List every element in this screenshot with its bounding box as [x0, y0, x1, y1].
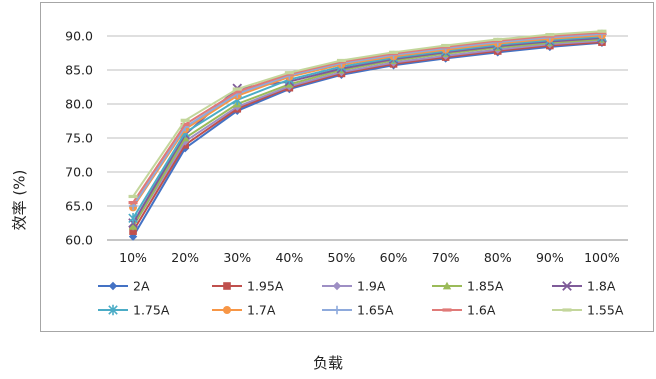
- series-line: [132, 35, 603, 219]
- data-point: [129, 227, 137, 235]
- x-axis-label: 负载: [312, 354, 343, 372]
- series-line: [132, 41, 603, 238]
- data-point: [180, 118, 190, 122]
- legend-marker: [562, 308, 572, 312]
- series-1-55A: [128, 29, 607, 199]
- legend-label: 1.9A: [357, 279, 386, 294]
- legend-item: 1.65A: [322, 303, 394, 318]
- series-line: [132, 41, 603, 232]
- series-line: [132, 32, 603, 207]
- x-tick-label: 10%: [119, 250, 147, 265]
- y-tick-label: 80.0: [65, 97, 93, 112]
- series-line: [132, 39, 603, 227]
- data-point: [232, 90, 242, 94]
- legend-marker: [442, 308, 452, 312]
- legend-label: 1.65A: [357, 303, 394, 318]
- y-axis-label: 效率 (%): [10, 169, 29, 231]
- x-tick-label: 50%: [328, 250, 356, 265]
- legend-item: 1.8A: [552, 279, 616, 294]
- series-line: [132, 30, 603, 198]
- legend-marker: [562, 281, 572, 291]
- legend-label: 2A: [133, 279, 150, 294]
- y-tick-label: 90.0: [65, 29, 93, 44]
- series-line: [132, 31, 603, 204]
- series-line: [132, 34, 603, 208]
- x-tick-label: 90%: [536, 250, 564, 265]
- y-tick-label: 65.0: [65, 199, 93, 214]
- legend-item: 2A: [98, 279, 150, 294]
- legend-label: 1.85A: [467, 279, 504, 294]
- data-point: [128, 201, 138, 205]
- data-point: [389, 50, 399, 54]
- x-tick-label: 100%: [584, 250, 620, 265]
- data-point: [336, 58, 346, 63]
- data-point: [597, 29, 607, 33]
- y-tick-label: 85.0: [65, 63, 93, 78]
- legend-marker: [332, 305, 342, 315]
- chart-area: [40, 2, 654, 332]
- data-point: [441, 43, 451, 48]
- data-point: [545, 33, 555, 37]
- legend-marker: [442, 281, 452, 290]
- data-point: [128, 194, 138, 199]
- data-point: [493, 37, 503, 41]
- legend-label: 1.7A: [247, 303, 276, 318]
- y-tick-label: 60.0: [65, 233, 93, 248]
- legend-label: 1.95A: [247, 279, 284, 294]
- legend-marker: [332, 281, 342, 291]
- legend-marker: [223, 282, 231, 290]
- data-point: [180, 122, 190, 126]
- data-point: [128, 213, 138, 224]
- legend-item: 1.75A: [98, 303, 170, 318]
- data-point: [232, 87, 242, 91]
- x-tick-label: 30%: [223, 250, 251, 265]
- legend-marker: [108, 281, 118, 291]
- data-point: [128, 222, 138, 230]
- legend-marker: [108, 304, 118, 316]
- legend-marker: [223, 306, 231, 314]
- legend-label: 1.75A: [133, 303, 170, 318]
- series-line: [132, 38, 603, 227]
- x-tick-label: 80%: [484, 250, 512, 265]
- x-tick-label: 60%: [380, 250, 408, 265]
- legend-label: 1.55A: [587, 303, 624, 318]
- legend-item: 1.7A: [212, 303, 276, 318]
- legend-item: 1.6A: [432, 303, 496, 318]
- data-point: [284, 71, 294, 75]
- legend-item: 1.55A: [552, 303, 624, 318]
- y-tick-label: 70.0: [65, 165, 93, 180]
- x-tick-label: 20%: [171, 250, 199, 265]
- legend-item: 1.85A: [432, 279, 504, 294]
- legend-item: 1.9A: [322, 279, 386, 294]
- legend-label: 1.8A: [587, 279, 616, 294]
- x-tick-label: 70%: [432, 250, 460, 265]
- x-tick-label: 40%: [275, 250, 303, 265]
- legend-label: 1.6A: [467, 303, 496, 318]
- legend-item: 1.95A: [212, 279, 284, 294]
- y-tick-label: 75.0: [65, 131, 93, 146]
